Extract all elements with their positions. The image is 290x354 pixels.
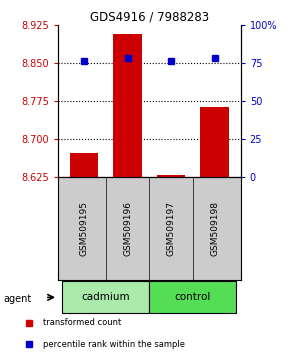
Bar [200, 108, 229, 177]
Text: GSM509196: GSM509196 [123, 201, 132, 256]
Title: GDS4916 / 7988283: GDS4916 / 7988283 [90, 11, 209, 24]
Text: percentile rank within the sample: percentile rank within the sample [43, 340, 185, 349]
Text: transformed count: transformed count [43, 318, 121, 327]
Bar [62, 281, 149, 313]
Text: cadmium: cadmium [81, 292, 130, 302]
Text: GSM509197: GSM509197 [166, 201, 176, 256]
Text: control: control [175, 292, 211, 302]
Text: agent: agent [3, 294, 31, 304]
Bar [149, 281, 236, 313]
Text: GSM509195: GSM509195 [79, 201, 89, 256]
Bar [113, 34, 142, 177]
Bar [70, 153, 98, 177]
Text: GSM509198: GSM509198 [210, 201, 219, 256]
Bar [157, 176, 185, 177]
